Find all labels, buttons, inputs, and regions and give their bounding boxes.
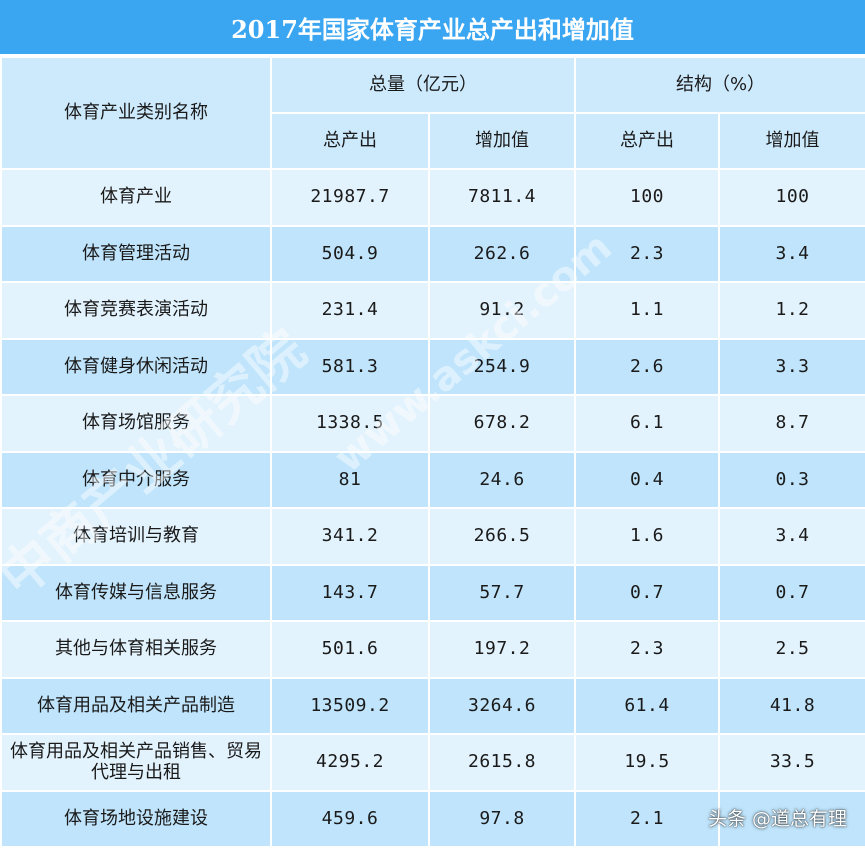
row-name: 体育场地设施建设 [0,789,272,848]
row-value-added-pct [717,789,865,848]
row-value-added: 97.8 [428,789,576,848]
table-row: 体育产业 21987.7 7811.4 100 100 [0,168,865,227]
row-value-added-pct: 2.5 [717,620,865,679]
row-value-added-pct: 0.3 [717,450,865,509]
row-value-added: 3264.6 [428,676,576,735]
row-value-added-pct: 8.7 [717,394,865,453]
row-name: 其他与体育相关服务 [0,620,272,679]
row-output: 21987.7 [270,168,430,227]
row-output-pct: 2.3 [574,224,720,283]
row-value-added: 2615.8 [428,733,576,792]
row-name: 体育场馆服务 [0,394,272,453]
row-value-added-pct: 3.4 [717,507,865,566]
row-output: 231.4 [270,281,430,340]
row-value-added-pct: 100 [717,168,865,227]
header-value-added-pct: 增加值 [717,112,865,170]
table-title: 2017年国家体育产业总产出和增加值 [0,0,865,56]
table-row: 体育场馆服务 1338.5 678.2 6.1 8.7 [0,394,865,453]
row-output-pct: 6.1 [574,394,720,453]
row-value-added-pct: 3.4 [717,224,865,283]
row-output: 581.3 [270,337,430,396]
table-row: 体育中介服务 81 24.6 0.4 0.3 [0,450,865,509]
row-value-added: 24.6 [428,450,576,509]
row-output-pct: 1.6 [574,507,720,566]
header-group-total: 总量（亿元） [270,56,576,114]
row-value-added: 91.2 [428,281,576,340]
row-output-pct: 0.4 [574,450,720,509]
table-row: 体育管理活动 504.9 262.6 2.3 3.4 [0,224,865,283]
row-value-added-pct: 33.5 [717,733,865,792]
table-row: 体育竞赛表演活动 231.4 91.2 1.1 1.2 [0,281,865,340]
sports-industry-table: 体育产业类别名称 总量（亿元） 结构（%） 总产出 增加值 总产出 增加值 体育… [0,56,865,848]
row-output: 459.6 [270,789,430,848]
row-value-added: 254.9 [428,337,576,396]
row-output: 13509.2 [270,676,430,735]
header-value-added: 增加值 [428,112,576,170]
row-output-pct: 100 [574,168,720,227]
row-value-added-pct: 0.7 [717,563,865,622]
header-output: 总产出 [270,112,430,170]
table-row: 体育场地设施建设 459.6 97.8 2.1 [0,789,865,848]
row-name: 体育传媒与信息服务 [0,563,272,622]
row-output-pct: 2.3 [574,620,720,679]
row-output: 1338.5 [270,394,430,453]
row-name: 体育用品及相关产品制造 [0,676,272,735]
row-output: 81 [270,450,430,509]
table-row: 体育传媒与信息服务 143.7 57.7 0.7 0.7 [0,563,865,622]
row-name: 体育培训与教育 [0,507,272,566]
row-name: 体育竞赛表演活动 [0,281,272,340]
row-output-pct: 1.1 [574,281,720,340]
table-row: 体育健身休闲活动 581.3 254.9 2.6 3.3 [0,337,865,396]
row-output: 501.6 [270,620,430,679]
row-output: 4295.2 [270,733,430,792]
row-output-pct: 61.4 [574,676,720,735]
table-row: 体育用品及相关产品销售、贸易代理与出租 4295.2 2615.8 19.5 3… [0,733,865,792]
table-row: 其他与体育相关服务 501.6 197.2 2.3 2.5 [0,620,865,679]
row-name: 体育管理活动 [0,224,272,283]
row-output: 504.9 [270,224,430,283]
row-value-added: 678.2 [428,394,576,453]
header-category: 体育产业类别名称 [0,56,272,170]
row-value-added: 57.7 [428,563,576,622]
header-output-pct: 总产出 [574,112,720,170]
row-value-added-pct: 3.3 [717,337,865,396]
row-output-pct: 19.5 [574,733,720,792]
table-row: 体育用品及相关产品制造 13509.2 3264.6 61.4 41.8 [0,676,865,735]
row-name: 体育中介服务 [0,450,272,509]
row-value-added: 7811.4 [428,168,576,227]
row-value-added: 262.6 [428,224,576,283]
row-output-pct: 2.6 [574,337,720,396]
row-name: 体育健身休闲活动 [0,337,272,396]
row-output-pct: 2.1 [574,789,720,848]
table-row: 体育培训与教育 341.2 266.5 1.6 3.4 [0,507,865,566]
row-name: 体育产业 [0,168,272,227]
row-output-pct: 0.7 [574,563,720,622]
row-output: 341.2 [270,507,430,566]
row-value-added: 197.2 [428,620,576,679]
row-value-added: 266.5 [428,507,576,566]
row-value-added-pct: 41.8 [717,676,865,735]
header-group-structure: 结构（%） [573,56,865,114]
row-output: 143.7 [270,563,430,622]
credit-label: 头条 @道总有理 [707,808,847,830]
row-value-added-pct: 1.2 [717,281,865,340]
row-name: 体育用品及相关产品销售、贸易代理与出租 [0,733,272,792]
